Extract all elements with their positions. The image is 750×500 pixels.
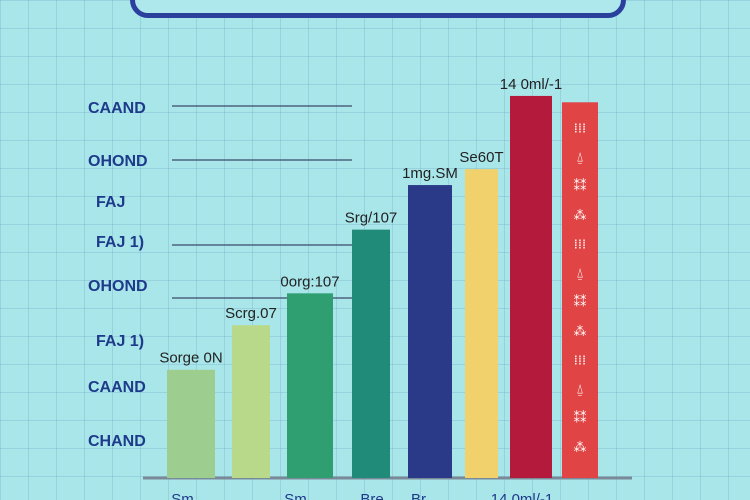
y-tick-label: OHOND [88, 278, 148, 295]
bar-annotation-glyph: ⁂ [574, 208, 587, 223]
bar [562, 102, 598, 479]
bar [408, 185, 452, 478]
data-label: 1mg.SM [402, 165, 458, 182]
y-tick-label: FAJ [96, 194, 125, 211]
x-tick-label: Br… [411, 491, 441, 500]
y-tick-label: OHOND [88, 153, 148, 170]
bar-annotation-glyph: ⍙ [576, 150, 584, 165]
y-tick-label: CHAND [88, 433, 146, 450]
y-tick-label: FAJ 1) [96, 333, 144, 350]
x-tick-label: Sm… [284, 491, 322, 500]
x-tick-label: Sm… [171, 491, 209, 500]
bar [352, 229, 390, 478]
bar-annotation-glyph: ⍙ [576, 266, 584, 281]
chart-title-frame [130, 0, 626, 18]
bar [167, 369, 215, 478]
x-tick-label: 14 0ml/-1 [491, 491, 554, 500]
y-tick-label: CAAND [88, 379, 146, 396]
data-label: Sorge 0N [159, 350, 222, 367]
bar-annotation-glyph: ⁞⁞⁞ [574, 353, 586, 368]
y-tick-label: CAAND [88, 100, 146, 117]
bar-annotation-glyph: ⁞⁞⁞ [574, 237, 586, 252]
bar-annotation-glyph: ⁂ [574, 324, 587, 339]
bar-annotation-glyph: ⁞⁞⁞ [574, 121, 586, 136]
bar-annotation-glyph: ⁑⁑ [574, 410, 588, 426]
y-tick-label: FAJ 1) [96, 234, 144, 251]
bar [510, 95, 552, 479]
bar-annotation-glyph: ⁂ [574, 440, 587, 455]
bar [232, 325, 270, 478]
bar-annotation-glyph: ⍙ [576, 382, 584, 397]
bar [465, 169, 498, 479]
data-label: Scrg.07 [225, 305, 277, 322]
data-label: Srg/107 [345, 210, 398, 227]
bar-annotation-glyph: ⁑⁑ [574, 294, 588, 310]
bar [287, 293, 333, 478]
data-label: Se60T [459, 149, 503, 166]
bar-annotation-glyph: ⁑⁑ [574, 178, 588, 194]
x-tick-label: Bre [360, 491, 383, 500]
data-label: 0org:107 [280, 273, 339, 290]
data-label: 14 0ml/-1 [500, 76, 563, 93]
